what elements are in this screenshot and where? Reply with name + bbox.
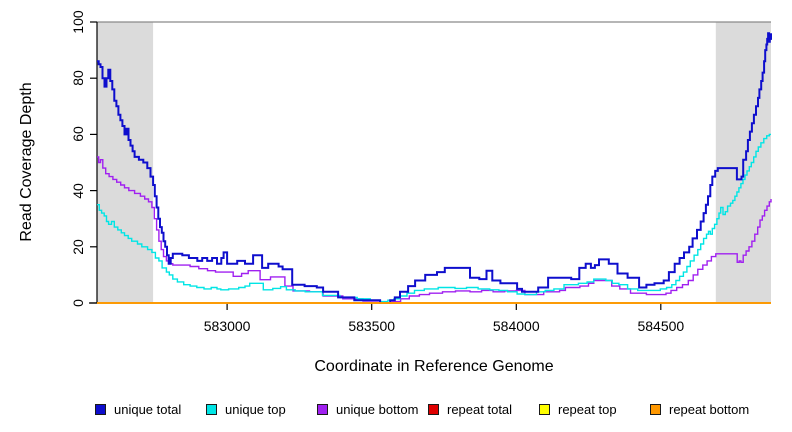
y-axis-title: Read Coverage Depth bbox=[18, 82, 35, 242]
legend-label: repeat bottom bbox=[669, 402, 750, 417]
legend-label: unique bottom bbox=[336, 402, 419, 417]
x-axis-title: Coordinate in Reference Genome bbox=[314, 358, 554, 375]
legend-item-repeat-bottom: repeat bottom bbox=[650, 401, 749, 418]
legend-swatch bbox=[650, 404, 661, 415]
legend-swatch bbox=[428, 404, 439, 415]
legend-item-repeat-total: repeat total bbox=[428, 401, 512, 418]
x-tick-label: 584000 bbox=[492, 318, 540, 334]
legend-item-unique-bottom: unique bottom bbox=[317, 401, 418, 418]
y-tick-label: 80 bbox=[70, 70, 86, 86]
y-tick-label: 100 bbox=[70, 10, 86, 34]
legend-item-unique-total: unique total bbox=[95, 401, 181, 418]
x-tick-label: 584500 bbox=[637, 318, 685, 334]
legend-swatch bbox=[317, 404, 328, 415]
legend: unique total unique top unique bottom re… bbox=[0, 401, 792, 423]
legend-item-unique-top: unique top bbox=[206, 401, 286, 418]
legend-swatch bbox=[539, 404, 550, 415]
legend-swatch bbox=[206, 404, 217, 415]
legend-label: unique top bbox=[225, 402, 286, 417]
legend-swatch bbox=[95, 404, 106, 415]
x-tick-label: 583000 bbox=[203, 318, 251, 334]
y-tick-label: 40 bbox=[70, 182, 86, 199]
y-tick-label: 60 bbox=[70, 126, 86, 143]
y-tick-label: 20 bbox=[70, 239, 86, 255]
legend-label: unique total bbox=[114, 402, 182, 417]
x-tick-label: 583500 bbox=[348, 318, 396, 334]
legend-label: repeat top bbox=[558, 402, 617, 417]
legend-item-repeat-top: repeat top bbox=[539, 401, 617, 418]
y-tick-label: 0 bbox=[70, 299, 86, 307]
legend-label: repeat total bbox=[447, 402, 513, 417]
